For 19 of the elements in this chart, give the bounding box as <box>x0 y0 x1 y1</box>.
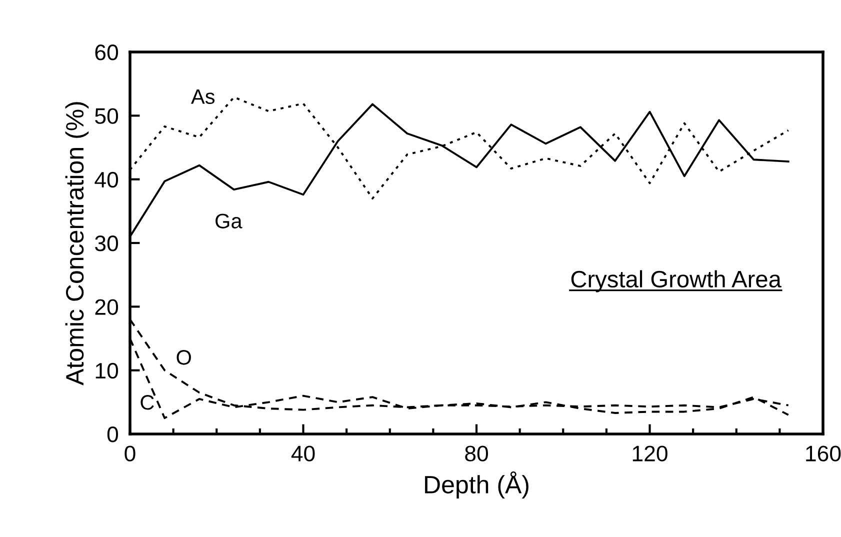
series-label: Ga <box>216 214 242 228</box>
x-tick-label: 160 <box>806 446 841 462</box>
series-label: O <box>176 350 191 365</box>
y-axis-title: Atomic Concentration (%) <box>65 102 89 386</box>
y-tick-label: 20 <box>95 299 118 315</box>
y-tick-label: 50 <box>95 108 118 124</box>
x-tick-label: 0 <box>124 446 136 462</box>
y-tick-label: 10 <box>96 362 118 379</box>
y-tick-label: 60 <box>95 44 118 60</box>
y-tick-label: 0 <box>107 426 118 442</box>
y-tick-label: 40 <box>94 172 118 188</box>
x-tick-label: 120 <box>632 446 668 462</box>
series-label: As <box>191 89 215 104</box>
y-tick-label: 30 <box>95 236 118 252</box>
x-axis-title: Depth (Å) <box>425 471 528 498</box>
x-tick-label: 40 <box>291 446 315 462</box>
series-label: C <box>140 395 154 410</box>
x-tick-label: 80 <box>465 446 488 462</box>
annotation: Crystal Growth Area <box>571 270 782 292</box>
